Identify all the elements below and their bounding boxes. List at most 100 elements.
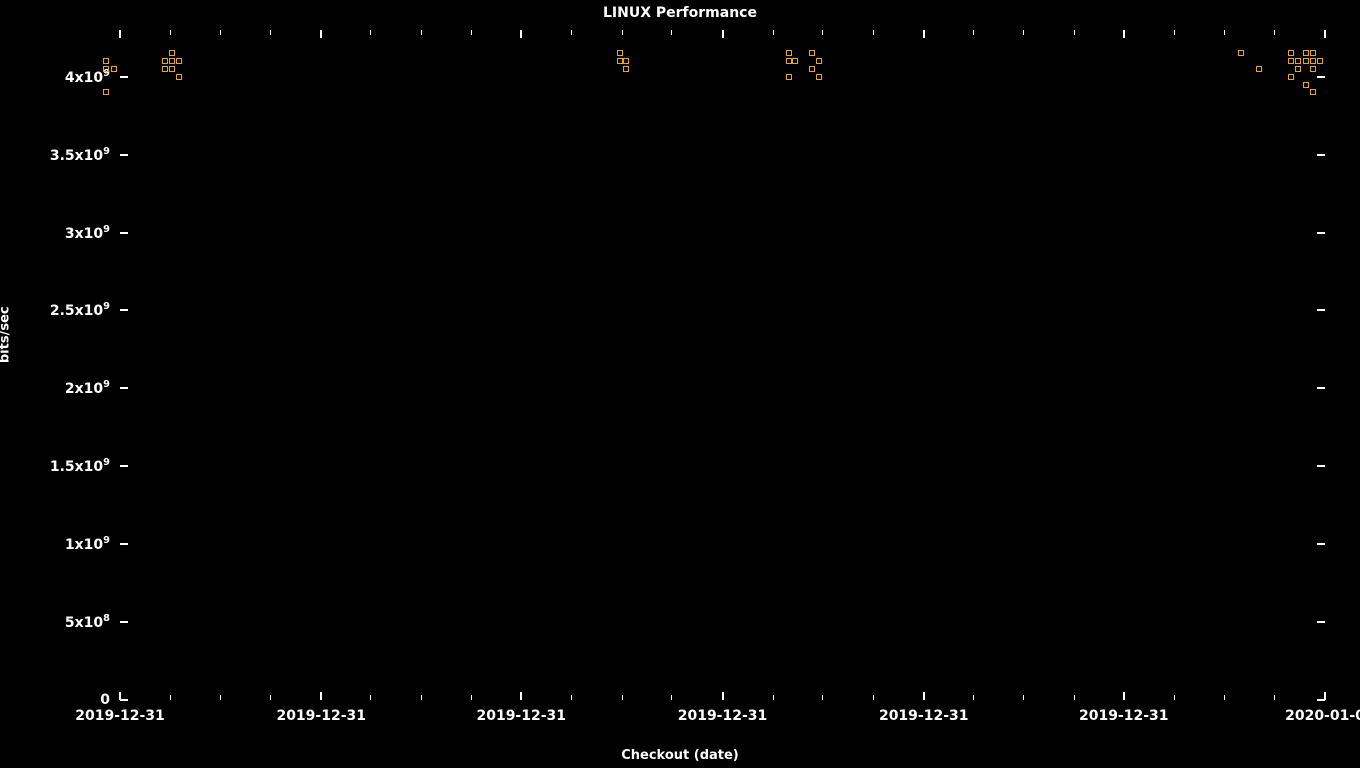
x-minor-tick xyxy=(370,30,371,35)
data-point xyxy=(103,66,109,72)
x-tick xyxy=(520,30,522,38)
data-point xyxy=(1310,58,1316,64)
x-minor-tick xyxy=(471,695,472,700)
x-minor-tick xyxy=(973,30,974,35)
x-tick-label: 2019-12-31 xyxy=(276,708,366,724)
x-minor-tick xyxy=(873,30,874,35)
data-point xyxy=(176,74,182,80)
x-minor-tick xyxy=(220,695,221,700)
x-tick xyxy=(722,692,724,700)
x-tick xyxy=(119,692,121,700)
data-point xyxy=(617,50,623,56)
x-minor-tick xyxy=(170,30,171,35)
x-tick xyxy=(320,30,322,38)
data-point xyxy=(1295,58,1301,64)
y-tick xyxy=(120,465,128,467)
data-point xyxy=(1288,58,1294,64)
x-minor-tick xyxy=(571,30,572,35)
y-tick xyxy=(120,699,128,701)
x-minor-tick xyxy=(1274,30,1275,35)
x-minor-tick xyxy=(1023,695,1024,700)
data-point xyxy=(1310,50,1316,56)
x-tick-label: 2019-12-31 xyxy=(879,708,969,724)
y-tick xyxy=(1317,232,1325,234)
data-point xyxy=(809,50,815,56)
y-tick-label: 5x108 xyxy=(65,613,110,631)
x-minor-tick xyxy=(421,695,422,700)
data-point xyxy=(1288,74,1294,80)
data-point xyxy=(623,66,629,72)
y-tick-label: 3x109 xyxy=(65,224,110,242)
x-minor-tick xyxy=(1074,695,1075,700)
x-minor-tick xyxy=(370,695,371,700)
x-tick-label: 2019-12-31 xyxy=(476,708,566,724)
y-tick xyxy=(1317,154,1325,156)
y-tick xyxy=(120,387,128,389)
x-minor-tick xyxy=(571,695,572,700)
x-minor-tick xyxy=(1224,695,1225,700)
x-minor-tick xyxy=(421,30,422,35)
y-tick xyxy=(1317,621,1325,623)
data-point xyxy=(169,50,175,56)
data-point xyxy=(169,66,175,72)
data-point xyxy=(1295,66,1301,72)
x-minor-tick xyxy=(622,695,623,700)
data-point xyxy=(162,58,168,64)
data-point xyxy=(176,58,182,64)
data-point xyxy=(1310,89,1316,95)
y-tick-label: 1x109 xyxy=(65,535,110,553)
y-tick xyxy=(120,621,128,623)
x-tick xyxy=(1123,692,1125,700)
data-point xyxy=(809,66,815,72)
x-tick-label: 2019-12-31 xyxy=(1079,708,1169,724)
x-minor-tick xyxy=(822,30,823,35)
x-tick-label: 2020-01-0 xyxy=(1285,708,1360,724)
data-point xyxy=(786,50,792,56)
x-axis-label: Checkout (date) xyxy=(0,748,1360,763)
x-minor-tick xyxy=(873,695,874,700)
x-tick xyxy=(1324,692,1326,700)
data-point xyxy=(1303,50,1309,56)
x-tick xyxy=(119,30,121,38)
data-point xyxy=(816,74,822,80)
x-tick-label: 2019-12-31 xyxy=(678,708,768,724)
data-point xyxy=(103,89,109,95)
y-tick xyxy=(1317,543,1325,545)
data-point xyxy=(1317,58,1323,64)
data-point xyxy=(111,66,117,72)
x-minor-tick xyxy=(1174,30,1175,35)
x-tick xyxy=(320,692,322,700)
y-tick xyxy=(120,309,128,311)
x-minor-tick xyxy=(1023,30,1024,35)
x-tick xyxy=(520,692,522,700)
y-tick-label: 2x109 xyxy=(65,380,110,398)
x-tick-label: 2019-12-31 xyxy=(75,708,165,724)
data-point xyxy=(1288,50,1294,56)
y-tick-label: 3.5x109 xyxy=(50,146,110,164)
y-tick-label: 2.5x109 xyxy=(50,302,110,320)
y-tick xyxy=(120,232,128,234)
x-minor-tick xyxy=(773,695,774,700)
data-point xyxy=(1256,66,1262,72)
y-tick-label: 0 xyxy=(100,692,110,708)
x-tick xyxy=(923,692,925,700)
data-point xyxy=(169,58,175,64)
x-minor-tick xyxy=(220,30,221,35)
data-point xyxy=(1303,82,1309,88)
data-point xyxy=(1238,50,1244,56)
x-minor-tick xyxy=(170,695,171,700)
y-tick xyxy=(1317,465,1325,467)
x-minor-tick xyxy=(822,695,823,700)
y-tick xyxy=(1317,76,1325,78)
y-tick xyxy=(120,154,128,156)
x-minor-tick xyxy=(1174,695,1175,700)
x-minor-tick xyxy=(622,30,623,35)
x-tick xyxy=(923,30,925,38)
chart-title: LINUX Performance xyxy=(0,5,1360,21)
y-tick xyxy=(1317,309,1325,311)
data-point xyxy=(1310,66,1316,72)
x-tick xyxy=(722,30,724,38)
x-minor-tick xyxy=(471,30,472,35)
data-point xyxy=(162,66,168,72)
data-point xyxy=(623,58,629,64)
